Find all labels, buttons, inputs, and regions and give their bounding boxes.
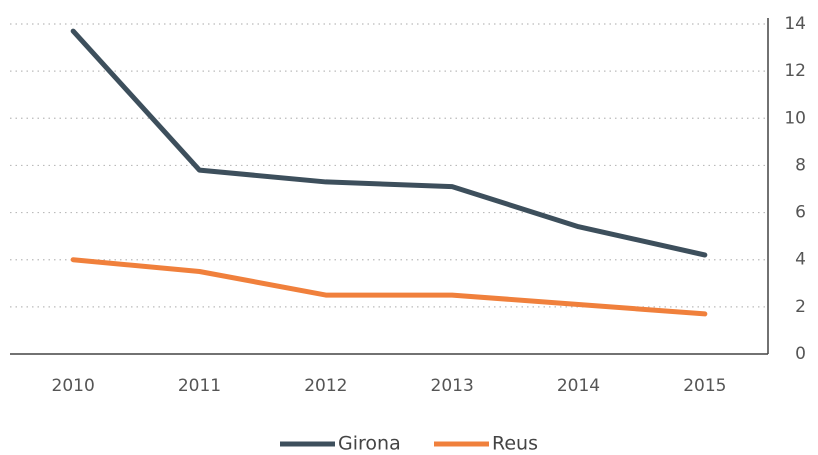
x-tick-label: 2015 xyxy=(683,376,726,396)
y-tick-label: 10 xyxy=(784,108,806,128)
x-tick-label: 2012 xyxy=(304,376,347,396)
y-tick-label: 6 xyxy=(795,203,806,223)
y-tick-label: 12 xyxy=(784,61,806,81)
y-tick-label: 0 xyxy=(795,344,806,364)
y-tick-label: 14 xyxy=(784,14,806,34)
x-tick-label: 2010 xyxy=(52,376,95,396)
x-tick-label: 2014 xyxy=(557,376,600,396)
series-line xyxy=(70,257,708,317)
y-tick-label: 8 xyxy=(795,155,806,175)
series-line xyxy=(70,28,708,258)
y-tick-label: 2 xyxy=(795,297,806,317)
legend-label: Reus xyxy=(492,433,538,455)
x-tick-label: 2011 xyxy=(178,376,221,396)
legend-label: Girona xyxy=(338,433,401,455)
x-tick-label: 2013 xyxy=(431,376,474,396)
y-tick-label: 4 xyxy=(795,250,806,270)
